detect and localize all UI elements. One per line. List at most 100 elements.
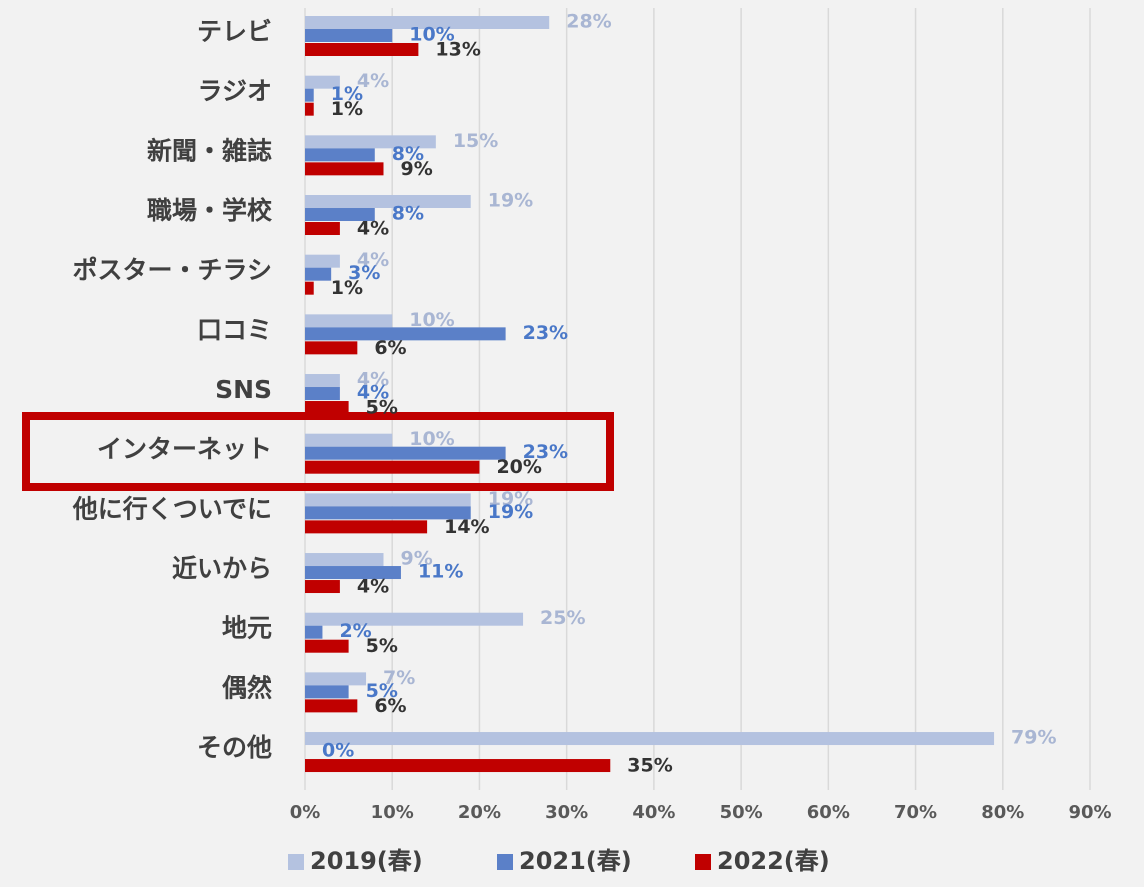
value-label: 4%: [357, 576, 389, 598]
bar: [305, 148, 375, 162]
value-label: 1%: [331, 277, 363, 299]
x-tick-label: 0%: [290, 802, 321, 823]
value-label: 79%: [1011, 727, 1056, 749]
x-tick-label: 10%: [371, 802, 414, 823]
bar: [305, 672, 367, 686]
bar: [305, 759, 611, 773]
bar: [305, 493, 471, 507]
value-label: 1%: [331, 83, 363, 105]
value-label: 5%: [366, 397, 398, 419]
value-label: 9%: [401, 548, 433, 570]
value-label: 28%: [566, 11, 611, 33]
bar: [305, 29, 393, 42]
bar: [305, 639, 349, 653]
bar: [305, 374, 340, 388]
bar: [305, 685, 349, 699]
bar: [305, 195, 471, 209]
value-label: 10%: [409, 428, 454, 450]
value-label: 4%: [357, 218, 389, 240]
value-label: 14%: [444, 516, 489, 538]
value-label: 13%: [435, 39, 480, 61]
category-label: 偶然: [222, 673, 272, 702]
value-label: 4%: [357, 369, 389, 391]
value-label: 7%: [383, 667, 415, 689]
bars: [305, 16, 995, 773]
bar: [305, 612, 524, 626]
legend-label: 2021(春): [519, 847, 632, 875]
value-label: 15%: [453, 130, 498, 152]
value-label: 4%: [357, 249, 389, 271]
bar: [305, 446, 506, 460]
legend-label: 2022(春): [717, 847, 830, 875]
category-label: その他: [197, 733, 272, 762]
value-label: 9%: [401, 158, 433, 180]
value-label: 2%: [339, 620, 371, 642]
bar: [305, 102, 314, 116]
value-label: 8%: [392, 203, 424, 225]
value-label: 23%: [523, 322, 568, 344]
value-label: 11%: [418, 561, 463, 583]
bar: [305, 566, 401, 580]
x-tick-label: 20%: [458, 802, 501, 823]
value-label: 4%: [357, 70, 389, 92]
x-tick-label: 90%: [1068, 802, 1111, 823]
bar: [305, 162, 384, 176]
bar: [305, 327, 506, 341]
legend-swatch: [288, 854, 304, 870]
bar: [305, 506, 471, 520]
legend-swatch: [497, 854, 513, 870]
bar: [305, 401, 349, 415]
value-label: 3%: [348, 262, 380, 284]
category-label: 新聞・雑誌: [147, 136, 272, 165]
bar: [305, 314, 393, 328]
value-label: 5%: [366, 680, 398, 702]
value-label: 8%: [392, 143, 424, 165]
category-label: テレビ: [197, 17, 272, 46]
x-tick-label: 80%: [981, 802, 1024, 823]
value-label: 5%: [366, 635, 398, 657]
bar: [305, 625, 323, 639]
bar: [305, 460, 480, 474]
bar: [305, 341, 358, 355]
category-label: 職場・学校: [147, 196, 273, 225]
x-tick-label: 30%: [545, 802, 588, 823]
category-label: 他に行くついでに: [72, 494, 272, 523]
value-label: 10%: [409, 24, 454, 46]
bar: [305, 43, 419, 56]
x-tick-label: 60%: [807, 802, 850, 823]
bar: [305, 16, 550, 29]
bar: [305, 267, 332, 281]
value-label: 23%: [523, 441, 568, 463]
bar: [305, 254, 340, 268]
bar: [305, 387, 340, 401]
value-label: 20%: [496, 456, 541, 478]
value-label: 35%: [627, 755, 672, 777]
category-label: インターネット: [97, 435, 272, 464]
bar: [305, 553, 384, 567]
category-label: SNS: [215, 375, 272, 404]
value-label: 6%: [374, 695, 406, 717]
bar: [305, 732, 995, 746]
category-label: ポスター・チラシ: [72, 256, 272, 285]
bar: [305, 135, 436, 149]
highlight-box: [22, 412, 614, 491]
bar: [305, 433, 393, 447]
legend-swatch: [695, 854, 711, 870]
legend-label: 2019(春): [310, 847, 423, 875]
value-label: 6%: [374, 337, 406, 359]
value-label: 19%: [488, 190, 533, 212]
category-label: 地元: [222, 614, 272, 643]
value-label: 25%: [540, 607, 585, 629]
value-label: 4%: [357, 382, 389, 404]
category-label: ラジオ: [197, 77, 272, 106]
bar: [305, 208, 375, 222]
value-label: 19%: [488, 501, 533, 523]
bar: [305, 520, 428, 534]
bar: [305, 75, 340, 89]
value-label: 0%: [322, 740, 354, 762]
x-tick-label: 70%: [894, 802, 937, 823]
bar: [305, 88, 314, 102]
bar: [305, 580, 340, 594]
x-tick-label: 50%: [720, 802, 763, 823]
